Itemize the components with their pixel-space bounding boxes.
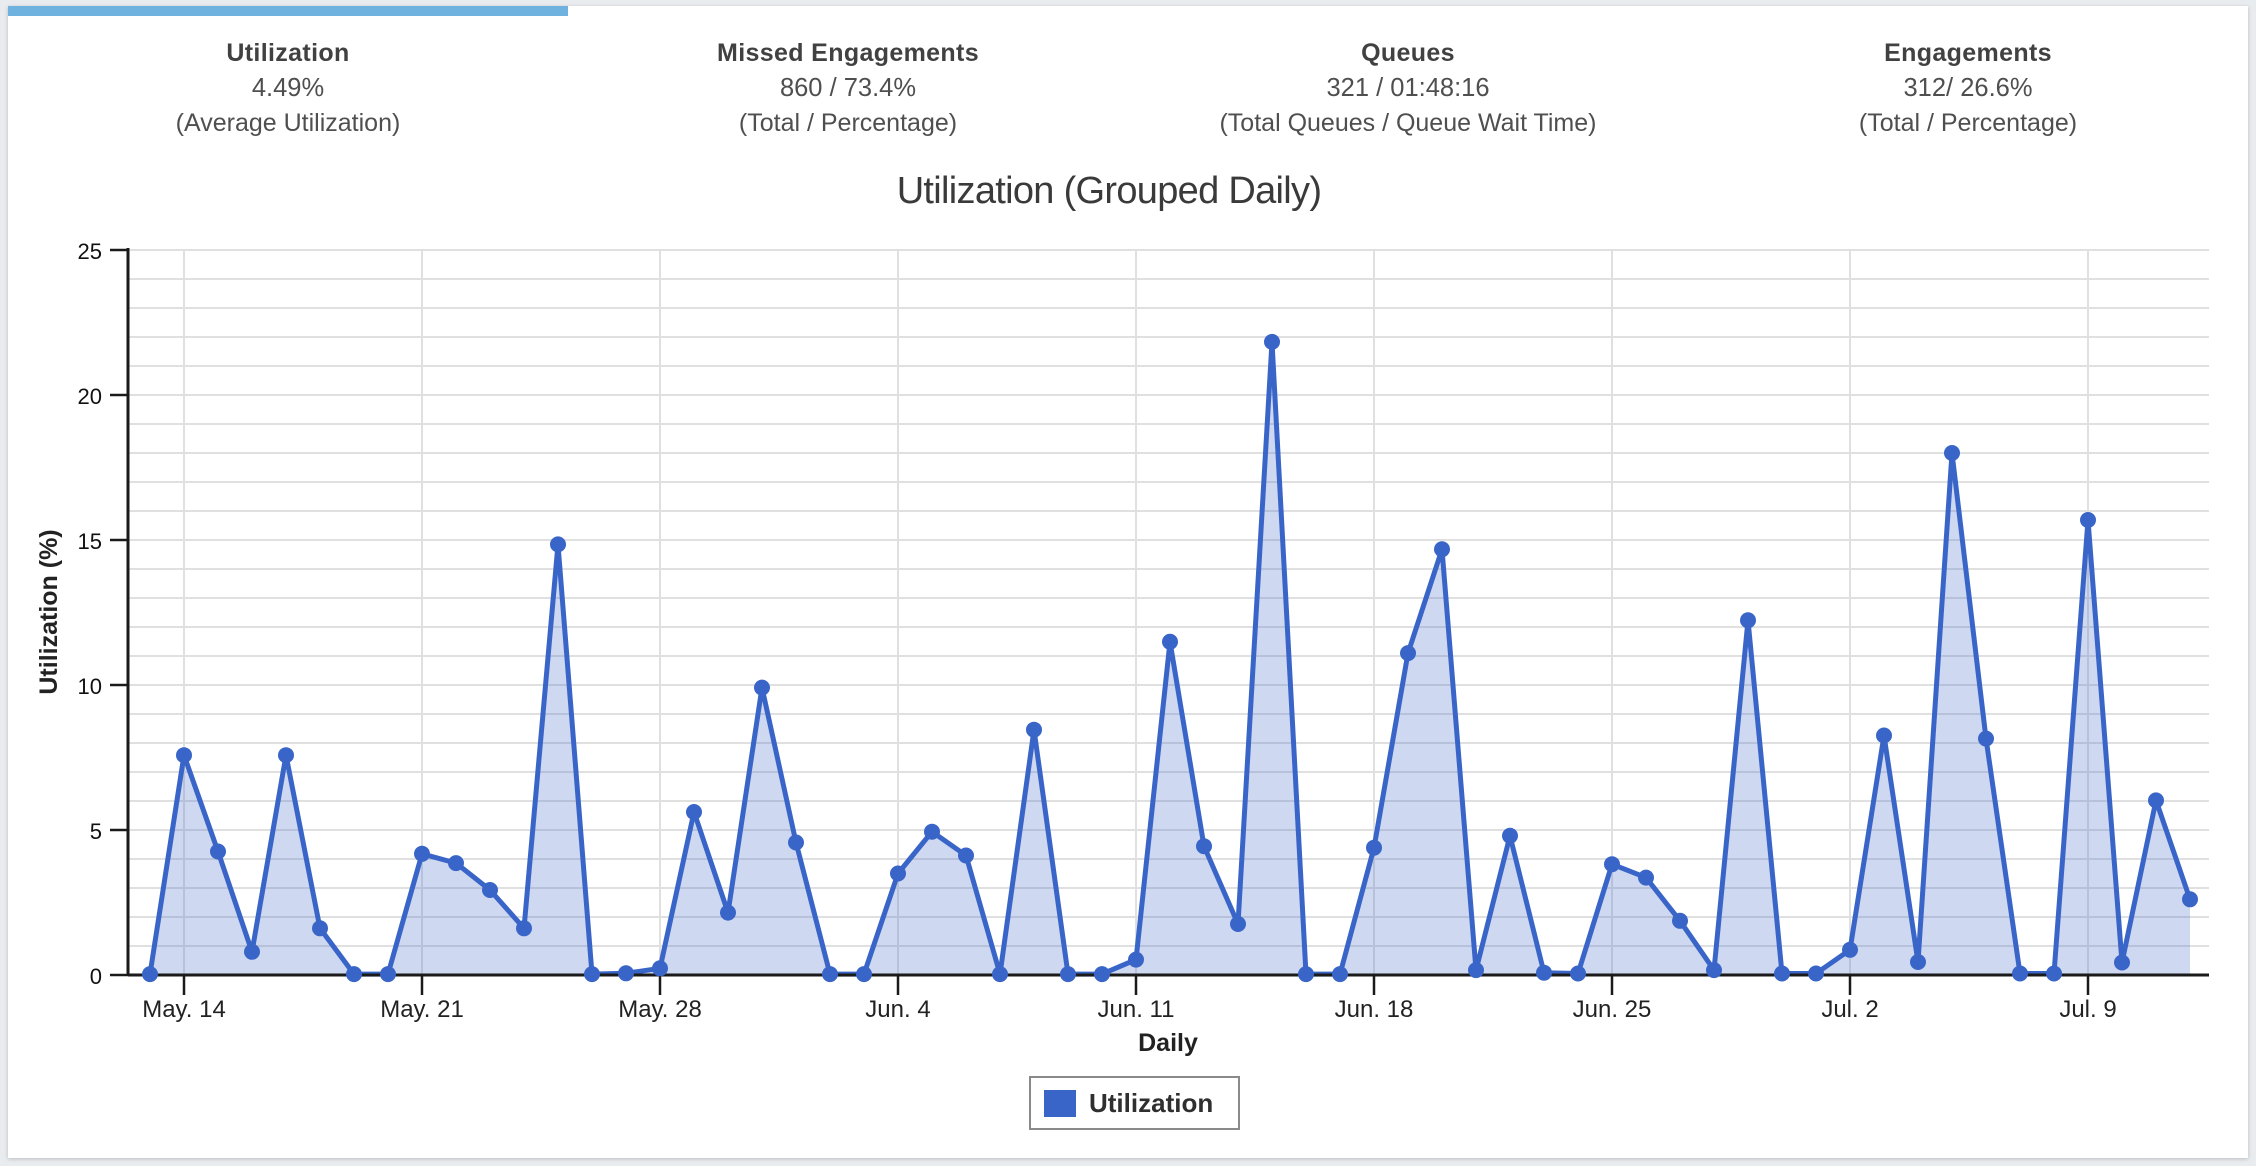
svg-text:Daily: Daily bbox=[1138, 1029, 1198, 1057]
svg-text:Jun. 18: Jun. 18 bbox=[1335, 996, 1414, 1023]
svg-text:15: 15 bbox=[78, 529, 102, 554]
svg-text:May. 14: May. 14 bbox=[142, 996, 226, 1023]
svg-text:May. 21: May. 21 bbox=[380, 996, 464, 1023]
svg-text:0: 0 bbox=[90, 964, 102, 989]
svg-text:20: 20 bbox=[78, 384, 102, 409]
svg-text:25: 25 bbox=[78, 239, 102, 264]
svg-text:Jul. 2: Jul. 2 bbox=[1821, 996, 1878, 1023]
svg-text:5: 5 bbox=[90, 819, 102, 844]
svg-text:Jun. 11: Jun. 11 bbox=[1098, 996, 1175, 1023]
svg-text:Jul. 9: Jul. 9 bbox=[2059, 996, 2116, 1023]
svg-text:10: 10 bbox=[78, 674, 102, 699]
svg-text:May. 28: May. 28 bbox=[618, 996, 702, 1023]
svg-text:Utilization (%): Utilization (%) bbox=[35, 529, 63, 694]
svg-text:Jun. 4: Jun. 4 bbox=[865, 996, 930, 1023]
svg-text:Jun. 25: Jun. 25 bbox=[1573, 996, 1652, 1023]
